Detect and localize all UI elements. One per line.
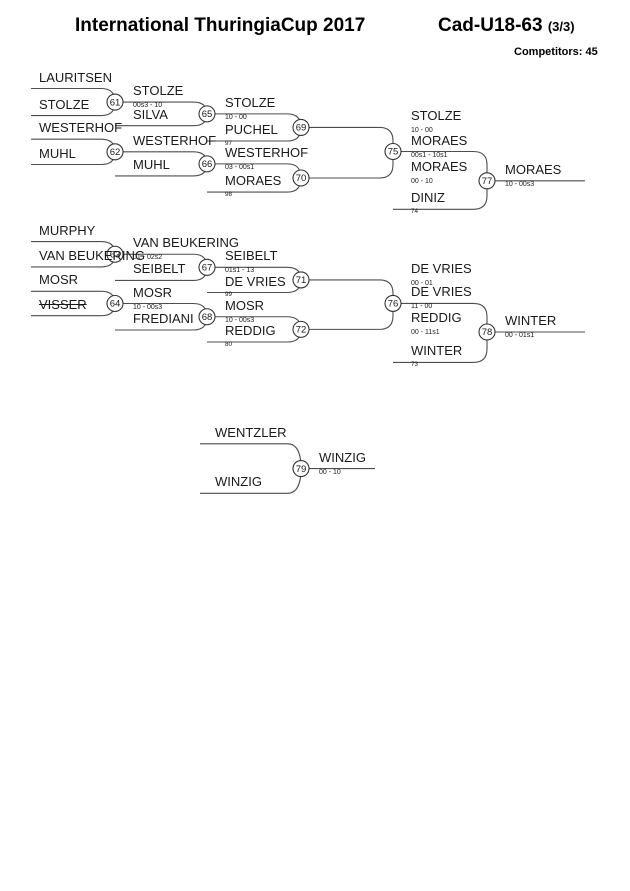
svg-text:68: 68 bbox=[202, 312, 213, 323]
svg-text:70: 70 bbox=[296, 173, 307, 184]
svg-text:79: 79 bbox=[296, 464, 307, 475]
svg-text:69: 69 bbox=[296, 123, 307, 134]
svg-text:66: 66 bbox=[202, 159, 213, 170]
svg-text:62: 62 bbox=[110, 147, 121, 158]
svg-text:65: 65 bbox=[202, 109, 213, 120]
svg-text:61: 61 bbox=[110, 97, 121, 108]
svg-text:67: 67 bbox=[202, 263, 213, 274]
svg-text:76: 76 bbox=[388, 299, 399, 310]
svg-text:75: 75 bbox=[388, 147, 399, 158]
svg-text:72: 72 bbox=[296, 325, 307, 336]
svg-text:78: 78 bbox=[482, 327, 493, 338]
svg-text:77: 77 bbox=[482, 176, 493, 187]
svg-text:71: 71 bbox=[296, 275, 307, 286]
svg-text:64: 64 bbox=[110, 299, 121, 310]
